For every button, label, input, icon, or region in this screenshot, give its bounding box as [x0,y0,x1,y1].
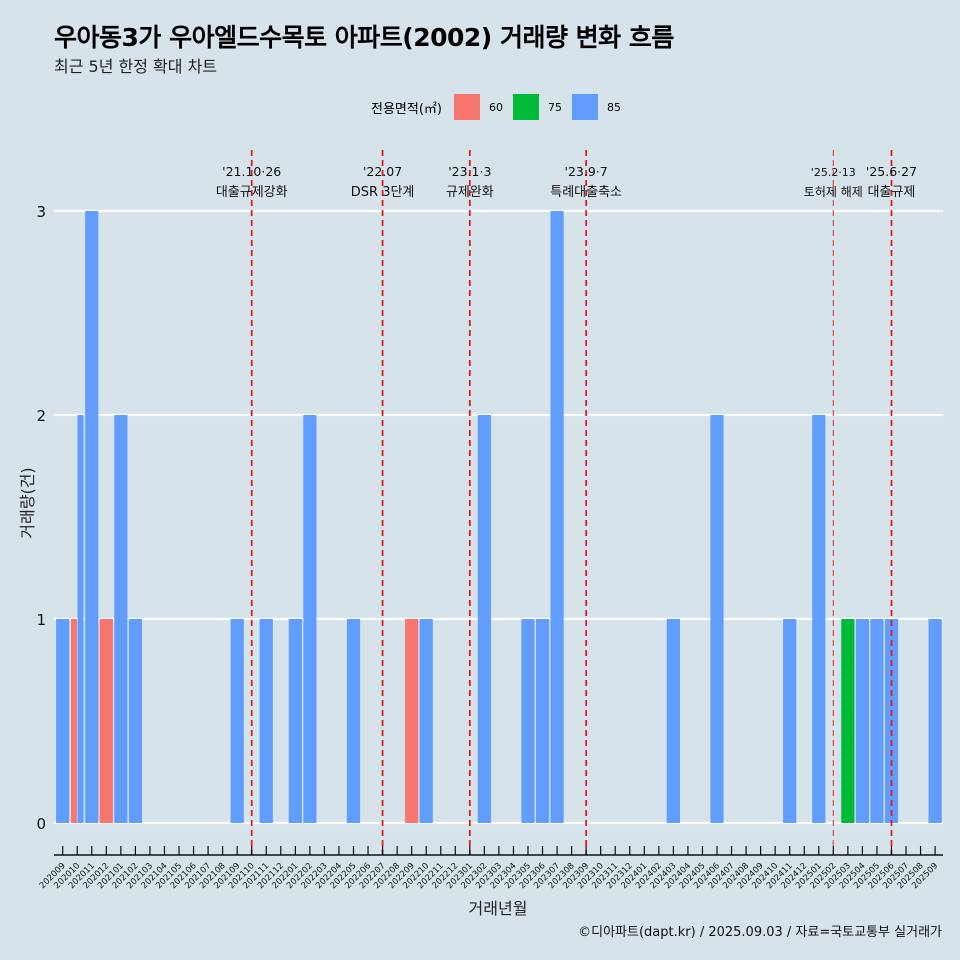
event-lines: '21.10·26 대출규제강화 '22.07 DSR 3단계 '23.1·3 규제완화 '… [216,150,917,855]
bar-202411-85 [783,619,797,823]
event-label: DSR 3단계 [351,185,415,200]
legend-key-85 [571,94,598,120]
bar-202009-85 [56,619,70,823]
event-date: '23.9·7 [565,164,608,179]
event-date: '25.2·13 [811,166,856,179]
bar-202509-85 [928,619,942,823]
y-tick-label: 2 [36,407,46,425]
footer-credit: ©디아파트(dapt.kr) / 2025.09.03 / 자료=국토교통부 실… [578,925,942,940]
chart-title: 우아동3가 우아엘드수목토 아파트(2002) 거래량 변화 흐름 [54,23,674,52]
y-tick-label: 1 [36,611,46,629]
bar-202505-85 [870,619,884,823]
bar-202302-85 [477,415,491,823]
x-axis-title: 거래년월 [469,899,528,918]
legend-label-60: 60 [488,100,503,114]
bar-202202-85 [303,415,317,823]
bar-202307-85 [550,211,564,823]
event-label: 규제완화 [446,185,494,200]
event-date: '22.07 [363,164,402,179]
bar-202109-85 [230,619,244,823]
bar-202010-85 [77,415,84,823]
event-label: 대출규제강화 [216,185,288,200]
y-axis-title: 거래량(건) [18,467,37,538]
bar-202010-60 [70,619,77,823]
bar-202012-60 [99,619,113,823]
bar-202209-60 [405,619,419,823]
event-date: '21.10·26 [222,164,281,179]
bar-202503-75 [841,619,855,823]
event-label: 대출규제 [868,185,916,200]
event-date: '23.1·3 [448,164,491,179]
event-label: 특례대출축소 [550,185,622,200]
bar-202205-85 [346,619,361,823]
bar-202201-85 [288,619,302,823]
bar-202210-85 [419,619,433,823]
legend-key-75 [512,94,539,120]
event-label: 토허제 해제 [804,185,863,199]
legend-title: 전용면적(㎡) [371,101,442,117]
bar-202406-85 [710,415,724,823]
y-tick-label: 3 [36,203,46,221]
legend-key-60 [453,94,480,120]
legend: 전용면적(㎡) 60 75 85 [371,93,631,121]
legend-label-75: 75 [547,100,562,114]
bar-202306-85 [535,619,550,823]
gridlines [54,209,943,825]
y-tick-label: 0 [36,815,46,833]
bar-202305-85 [521,619,535,823]
bar-202102-85 [128,619,142,823]
bars [56,211,942,823]
bar-202101-85 [114,415,128,823]
bar-202501-85 [812,415,826,823]
chart-subtitle: 최근 5년 한정 확대 차트 [54,57,218,76]
bar-202403-85 [666,619,680,823]
legend-label-85: 85 [606,100,621,114]
bar-202011-85 [85,211,99,823]
bar-202504-85 [855,619,869,823]
event-date: '25.6·27 [866,164,917,179]
bar-202111-85 [259,619,273,823]
